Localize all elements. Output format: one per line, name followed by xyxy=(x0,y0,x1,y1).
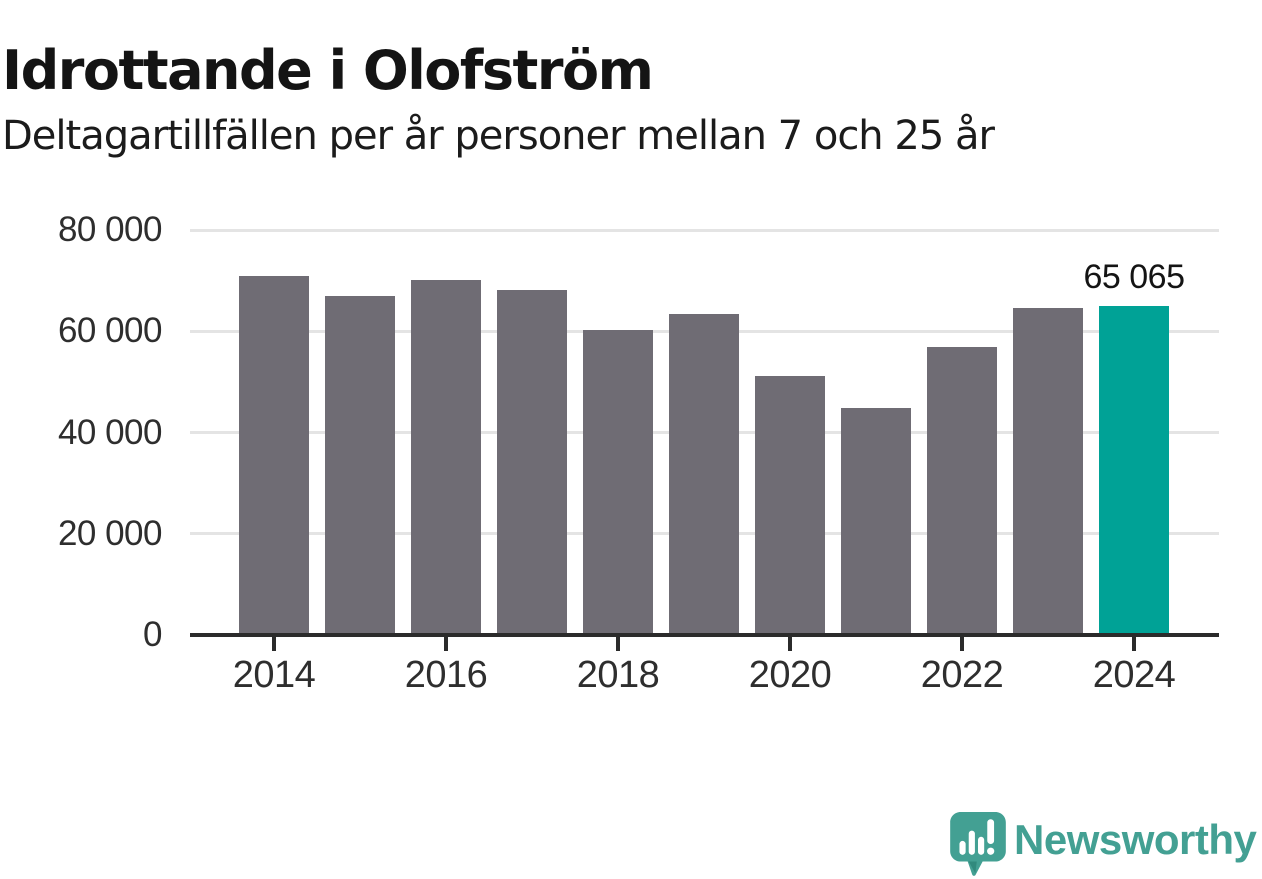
bar-2022 xyxy=(927,347,997,634)
bar-2017 xyxy=(497,289,567,634)
gridline-80000 xyxy=(190,228,1219,232)
y-axis-label: 60 000 xyxy=(57,311,163,351)
bar-2016 xyxy=(411,279,481,634)
y-axis-label: 80 000 xyxy=(57,210,163,249)
x-axis-tick xyxy=(960,637,964,651)
x-axis-tick xyxy=(788,637,792,651)
x-axis-label: 2016 xyxy=(404,654,488,696)
newsworthy-logo xyxy=(948,810,1008,878)
y-axis-label: 40 000 xyxy=(57,412,163,452)
bar-2018 xyxy=(583,330,653,634)
x-axis-tick xyxy=(272,637,276,651)
x-axis-tick xyxy=(616,637,620,651)
x-axis-label: 2022 xyxy=(920,654,1004,696)
bar-2015 xyxy=(325,296,395,634)
y-axis-label: 0 xyxy=(143,615,162,654)
bar-2024 xyxy=(1099,305,1169,634)
bar-2023 xyxy=(1013,307,1083,634)
bar-2021 xyxy=(841,408,911,634)
x-axis-label: 2024 xyxy=(1092,654,1176,696)
chart-subtitle: Deltagartillfällen per år personer mella… xyxy=(2,113,995,159)
x-axis-tick xyxy=(1132,637,1136,651)
bar-chart: 0 20 000 40 000 60 000 80 000 2014 2016 2018 202… xyxy=(57,210,1219,696)
x-axis-label: 2020 xyxy=(748,654,832,696)
newsworthy-speech-bubble-bar-chart-icon xyxy=(950,812,1006,876)
x-axis-tick xyxy=(444,637,448,651)
chart-title: Idrottande i Olofström xyxy=(2,39,654,103)
x-axis-label: 2018 xyxy=(576,654,660,696)
x-axis-line xyxy=(190,633,1219,637)
bar-2020 xyxy=(755,375,825,634)
value-label: 65 065 xyxy=(1083,257,1186,296)
brand-name: Newsworthy xyxy=(1014,816,1257,863)
y-axis-label: 20 000 xyxy=(57,513,163,553)
bar-2019 xyxy=(669,314,739,634)
x-axis-label: 2014 xyxy=(232,654,316,696)
bar-2014 xyxy=(239,275,309,634)
